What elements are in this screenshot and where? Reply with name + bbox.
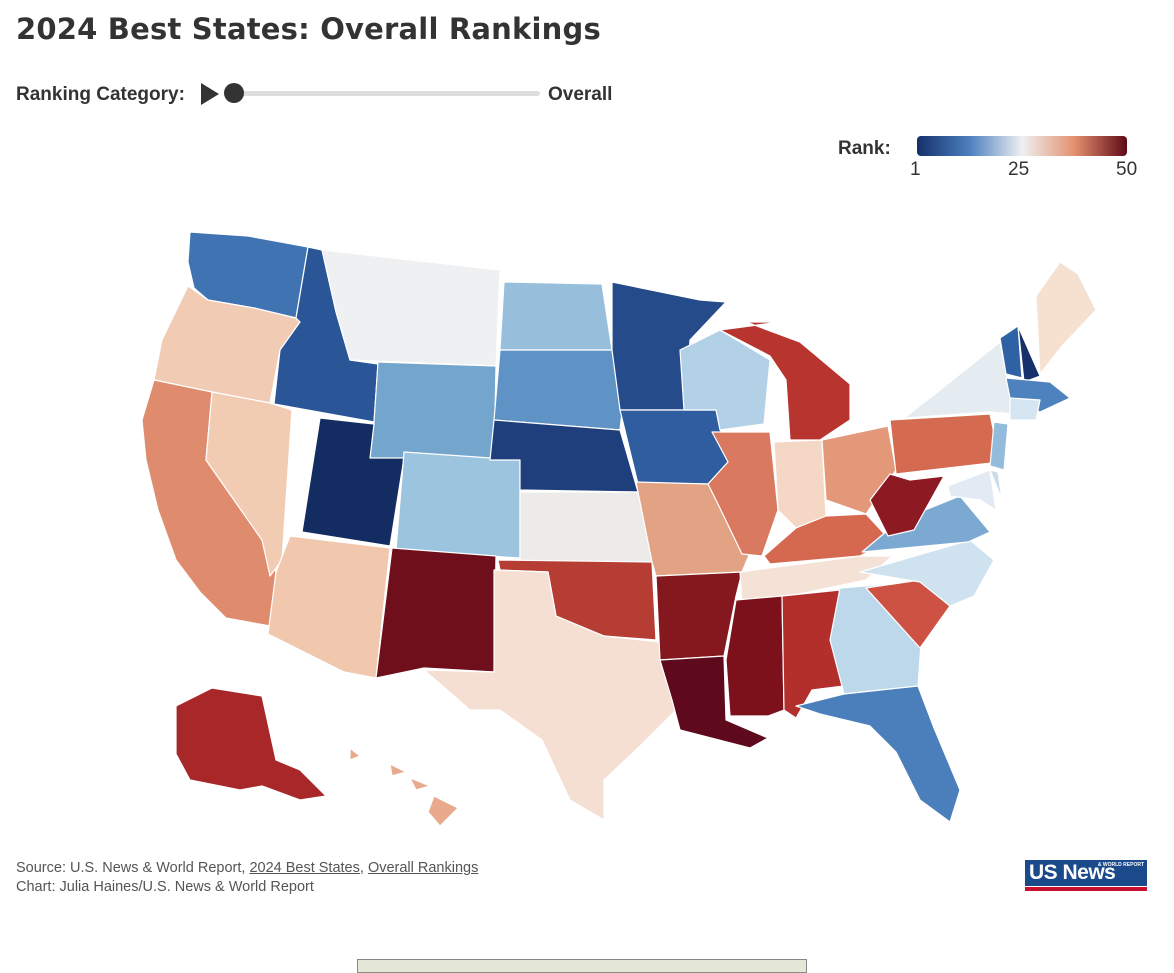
state-ar[interactable]: Arkansas <box>655 571 743 661</box>
state-ak[interactable]: Alaska <box>175 687 327 801</box>
overall-rankings-link[interactable]: Overall Rankings <box>367 860 479 876</box>
legend-title: Rank: <box>838 138 891 159</box>
legend-tick-max: 50 <box>1116 159 1138 180</box>
state-ne[interactable]: Nebraska <box>489 419 639 493</box>
state-ia[interactable]: Iowa <box>619 409 729 485</box>
play-icon[interactable] <box>201 83 219 105</box>
ranking-category-label: Ranking Category: <box>16 84 185 105</box>
chart-credit: Chart: Julia Haines/U.S. News & World Re… <box>16 879 314 895</box>
state-nm[interactable]: New Mexico <box>375 547 497 679</box>
ranking-controls: Ranking Category: Overall <box>16 80 636 110</box>
state-de[interactable]: Delaware <box>989 469 1003 501</box>
source-prefix: Source: U.S. News & World Report, <box>16 860 250 876</box>
us-map: Washington Oregon California Nevada Idah… <box>0 200 1174 860</box>
state-nh[interactable]: New Hampshire <box>1017 325 1041 383</box>
source-line: Source: U.S. News & World Report, 2024 B… <box>16 859 478 878</box>
state-md[interactable]: Maryland <box>947 469 997 511</box>
source-separator: , <box>359 860 368 876</box>
legend-tick-min: 1 <box>910 159 921 180</box>
logo-main: US News <box>1025 860 1147 886</box>
state-ky[interactable]: Kentucky <box>763 513 891 565</box>
next-embed-frame <box>357 959 807 973</box>
state-co[interactable]: Colorado <box>395 451 521 559</box>
state-sd[interactable]: South Dakota <box>493 349 623 431</box>
state-pa[interactable]: Pennsylvania <box>889 413 1001 475</box>
state-fl[interactable]: Florida <box>795 685 961 823</box>
state-il[interactable]: Illinois <box>707 431 779 557</box>
state-wy[interactable]: Wyoming <box>369 361 497 463</box>
state-ct[interactable]: Connecticut <box>1009 397 1041 421</box>
usnews-logo: US News & WORLD REPORT <box>1025 860 1147 892</box>
state-la[interactable]: Louisiana <box>659 655 769 749</box>
logo-sub: & WORLD REPORT <box>1097 862 1144 868</box>
ranking-category-value: Overall <box>548 84 613 105</box>
logo-red-bar <box>1025 887 1147 891</box>
state-mi[interactable]: Michigan <box>719 321 851 441</box>
state-nj[interactable]: New Jersey <box>989 421 1009 471</box>
state-ks[interactable]: Kansas <box>519 491 653 563</box>
page-title: 2024 Best States: Overall Rankings <box>16 12 601 46</box>
state-nd[interactable]: North Dakota <box>499 281 613 351</box>
state-ms[interactable]: Mississippi <box>725 595 785 717</box>
state-wv[interactable]: West Virginia <box>869 473 945 537</box>
state-me[interactable]: Maine <box>1035 261 1097 375</box>
source-credit: Source: U.S. News & World Report, 2024 B… <box>16 859 478 897</box>
ranking-category-slider[interactable] <box>234 91 540 96</box>
state-hi[interactable]: Hawaii <box>349 747 459 827</box>
state-az[interactable]: Arizona <box>267 535 391 679</box>
rank-legend: Rank: 1 25 50 <box>836 134 1146 184</box>
state-mt[interactable]: Montana <box>321 249 501 367</box>
state-tx[interactable]: Texas <box>423 569 677 821</box>
state-ny[interactable]: New York <box>903 341 1015 419</box>
us-map-svg: Washington Oregon California Nevada Idah… <box>141 231 1097 827</box>
best-states-link[interactable]: 2024 Best States <box>249 860 360 876</box>
slider-handle[interactable] <box>224 83 244 103</box>
legend-tick-mid: 25 <box>1008 159 1030 180</box>
legend-color-scale <box>917 136 1127 156</box>
state-vt[interactable]: Vermont <box>999 325 1023 379</box>
state-in[interactable]: Indiana <box>773 439 827 529</box>
